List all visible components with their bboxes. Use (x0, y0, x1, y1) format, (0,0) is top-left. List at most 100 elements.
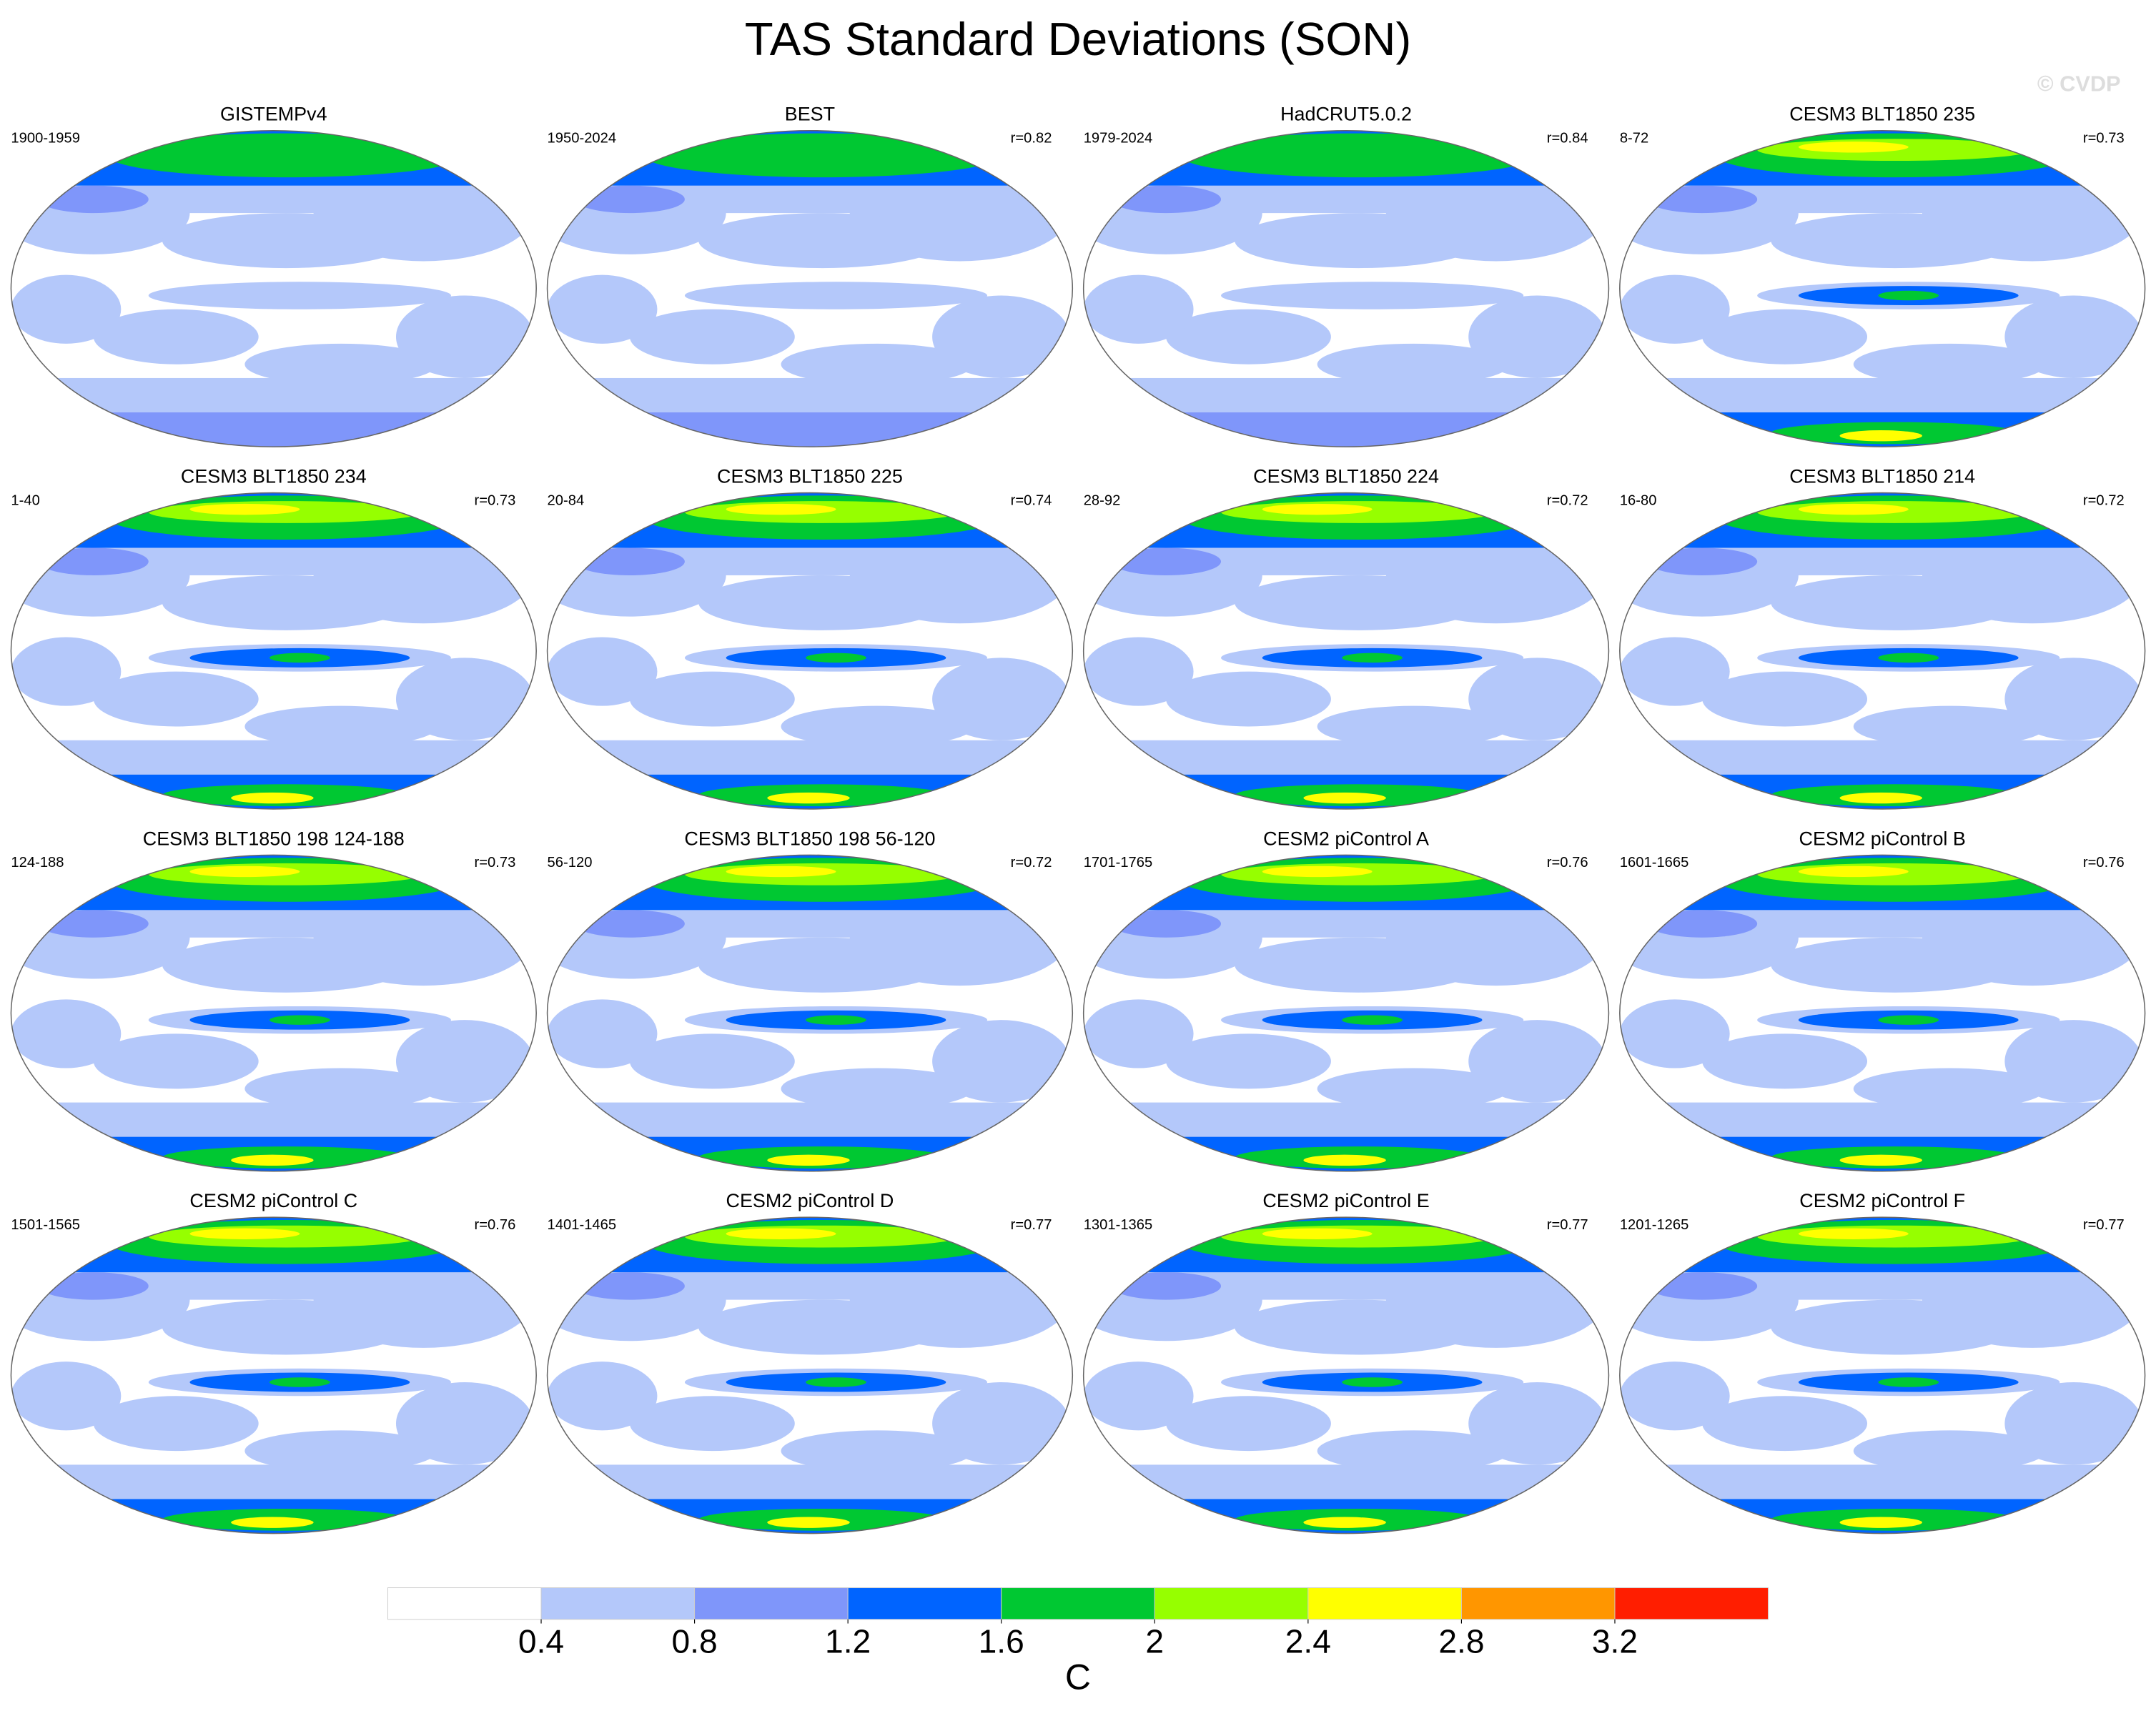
map-region (1619, 274, 1730, 344)
colorbar-box (1001, 1587, 1155, 1620)
map-region (629, 671, 795, 727)
map-region (726, 1228, 836, 1239)
map-region (643, 133, 1002, 178)
panel-correlation: r=0.72 (1011, 855, 1052, 871)
map-region (1317, 705, 1510, 748)
map-panel: CESM2 piControl B 1601-1665 r=0.76 (1619, 828, 2146, 1172)
map-region (1839, 792, 1922, 804)
map (11, 492, 537, 809)
map-region (1853, 705, 2047, 748)
map (1083, 1217, 1609, 1534)
map-region (781, 1430, 974, 1472)
map-region (1839, 430, 1922, 442)
panel-period: 1301-1365 (1084, 1217, 1153, 1233)
map-region (93, 1396, 259, 1452)
map-region (575, 910, 685, 938)
panel-correlation: r=0.73 (2083, 131, 2125, 147)
map-region (1853, 343, 2047, 385)
map-region (629, 309, 795, 364)
map-region (726, 866, 836, 878)
map-region (575, 1272, 685, 1300)
map-region (698, 937, 946, 993)
map (11, 1217, 537, 1534)
map-region (162, 937, 410, 993)
map-region (806, 653, 866, 663)
colorbar-box (1154, 1587, 1309, 1620)
map (1083, 855, 1609, 1171)
map-region (629, 1033, 795, 1089)
panel-period: 16-80 (1620, 492, 1657, 508)
panel-correlation: r=0.73 (475, 855, 516, 871)
panel-correlation: r=0.73 (475, 492, 516, 508)
map-region (806, 1377, 866, 1387)
figure-title: TAS Standard Deviations (SON) (745, 13, 1412, 65)
panel-correlation: r=0.77 (1011, 1217, 1052, 1233)
map-region (698, 575, 946, 630)
map-outline (546, 1216, 1074, 1534)
map-panel: CESM3 BLT1850 235 8-72 r=0.73 (1619, 104, 2146, 447)
map-region (1839, 1154, 1922, 1166)
map-region (1702, 671, 1868, 727)
map-panel: HadCRUT5.0.2 1979-2024 r=0.84 (1082, 104, 1610, 447)
map-outline (546, 492, 1074, 810)
map (547, 130, 1073, 447)
map-region (270, 1015, 330, 1025)
map-region (1853, 1068, 2047, 1110)
map-region (767, 1154, 850, 1166)
panel-title: CESM3 BLT1850 224 (1253, 465, 1439, 487)
panel-title: BEST (785, 104, 835, 125)
map-region (547, 412, 1073, 447)
panel-correlation: r=0.72 (2083, 492, 2125, 508)
panel-title: CESM2 piControl C (189, 1190, 357, 1211)
panel-title: CESM3 BLT1850 235 (1789, 104, 1975, 125)
panel-title: CESM2 piControl A (1263, 828, 1429, 849)
map-region (38, 910, 149, 938)
map-region (1342, 1377, 1403, 1387)
panel-correlation: r=0.72 (1547, 492, 1588, 508)
map-region (11, 637, 122, 706)
map-region (107, 133, 465, 178)
map-region (1111, 1272, 1222, 1300)
map-region (1702, 1033, 1868, 1089)
map (11, 855, 537, 1171)
map-region (189, 503, 300, 515)
panel-title: CESM3 BLT1850 225 (717, 465, 903, 487)
map-region (162, 575, 410, 630)
map-region (189, 1228, 300, 1239)
map-region (11, 412, 537, 447)
panel-correlation: r=0.76 (1547, 855, 1588, 871)
panel-correlation: r=0.76 (475, 1217, 516, 1233)
map-region (1083, 999, 1194, 1068)
map-outline (1082, 492, 1610, 810)
panel-title: CESM3 BLT1850 234 (181, 465, 367, 487)
colorbar-label: 1.2 (825, 1623, 871, 1660)
map-panel: CESM2 piControl A 1701-1765 r=0.76 (1082, 828, 1610, 1172)
colorbar-box (1460, 1587, 1616, 1620)
colorbar-label: 2.8 (1438, 1623, 1484, 1660)
map-region (1798, 866, 1909, 878)
colorbar-label: 3.2 (1592, 1623, 1638, 1660)
map-region (189, 866, 300, 878)
map-region (547, 1362, 658, 1431)
map-region (781, 343, 974, 385)
map-region (1180, 133, 1538, 178)
map-region (1878, 653, 1939, 663)
map (11, 130, 537, 447)
map (1619, 130, 2145, 447)
map-outline (1082, 129, 1610, 447)
panel-title: HadCRUT5.0.2 (1280, 104, 1412, 125)
map-region (244, 343, 437, 385)
panel-title: CESM3 BLT1850 198 124-188 (143, 828, 405, 849)
panel-period: 1979-2024 (1084, 131, 1153, 147)
map-outline (10, 854, 537, 1172)
map-region (1619, 637, 1730, 706)
map-region (767, 792, 850, 804)
map-region (1798, 1228, 1909, 1239)
map-region (1166, 671, 1331, 727)
map-region (1303, 1517, 1386, 1528)
map-region (781, 1068, 974, 1110)
map-region (1702, 1396, 1868, 1452)
map-region (684, 282, 988, 309)
map-outline (546, 129, 1074, 447)
map-panel: CESM2 piControl D 1401-1465 r=0.77 (546, 1190, 1074, 1534)
